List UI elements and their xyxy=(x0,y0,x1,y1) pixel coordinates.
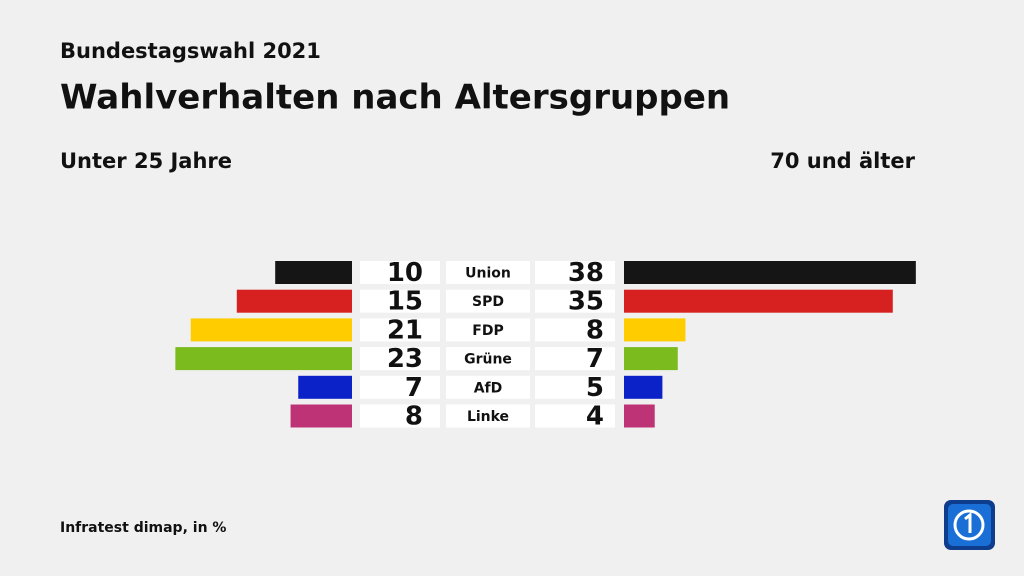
bar xyxy=(624,318,686,342)
label-box xyxy=(446,261,530,284)
value-label: 8 xyxy=(586,315,604,345)
label-box xyxy=(446,347,530,371)
value-box xyxy=(360,289,440,313)
value-box xyxy=(360,261,440,284)
value-label: 10 xyxy=(387,258,423,288)
category-label: SPD xyxy=(472,294,504,310)
value-label: 8 xyxy=(405,402,423,432)
chart-title: Wahlverhalten nach Altersgruppen xyxy=(60,78,730,118)
value-box xyxy=(360,318,440,342)
value-label: 15 xyxy=(387,287,423,317)
label-box xyxy=(446,289,530,313)
value-label: 4 xyxy=(586,402,604,432)
bar xyxy=(298,375,352,399)
value-label: 7 xyxy=(405,373,423,403)
right-header: 70 und älter xyxy=(770,149,915,173)
bar xyxy=(175,347,352,371)
value-label: 5 xyxy=(586,373,604,403)
value-box xyxy=(360,404,440,428)
value-box xyxy=(360,347,440,371)
label-box xyxy=(446,404,530,428)
bar xyxy=(624,404,655,428)
label-box xyxy=(446,375,530,399)
bar xyxy=(624,261,916,284)
value-box xyxy=(535,347,615,371)
category-label: FDP xyxy=(472,323,503,339)
value-label: 35 xyxy=(568,287,604,317)
value-label: 21 xyxy=(387,315,423,345)
bar xyxy=(275,261,352,284)
value-label: 38 xyxy=(568,258,604,288)
category-label: Linke xyxy=(467,409,509,425)
value-box xyxy=(535,261,615,284)
bar xyxy=(290,404,352,428)
bar xyxy=(624,289,893,313)
value-box xyxy=(535,404,615,428)
value-box xyxy=(535,375,615,399)
bar xyxy=(624,375,663,399)
bar xyxy=(624,347,678,371)
value-box xyxy=(535,318,615,342)
left-header: Unter 25 Jahre xyxy=(60,149,232,173)
logo-one xyxy=(964,511,972,533)
chart-kicker: Bundestagswahl 2021 xyxy=(60,39,321,63)
category-label: Grüne xyxy=(464,352,512,368)
logo-ring xyxy=(953,509,985,541)
value-label: 23 xyxy=(387,344,423,374)
value-box xyxy=(360,375,440,399)
value-label: 7 xyxy=(586,344,604,374)
bar xyxy=(236,289,352,313)
logo xyxy=(944,500,995,550)
category-label: Union xyxy=(465,266,511,282)
label-box xyxy=(446,318,530,342)
value-box xyxy=(535,289,615,313)
bar xyxy=(190,318,352,342)
source: Infratest dimap, in % xyxy=(60,520,226,536)
category-label: AfD xyxy=(474,380,503,396)
